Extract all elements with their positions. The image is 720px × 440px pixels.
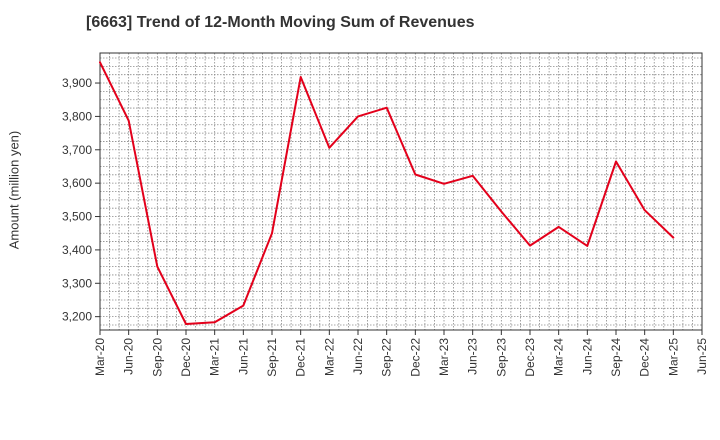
y-tick-label: 3,700	[62, 143, 92, 157]
x-tick-label: Sep-20	[150, 338, 164, 377]
data-point	[643, 209, 646, 211]
data-point	[615, 160, 617, 163]
y-tick-label: 3,800	[62, 109, 92, 123]
y-tick-label: 3,300	[62, 276, 92, 290]
x-tick-label: Mar-23	[437, 338, 451, 376]
y-tick-label: 3,900	[62, 76, 92, 90]
data-point	[328, 146, 331, 149]
tick-labels: 3,200 3,300 3,400 3,500 3,600 3,700 3,800 3,900…	[62, 76, 709, 377]
x-tick-label: Mar-24	[552, 338, 566, 376]
y-tick-label: 3,200	[62, 310, 92, 324]
data-point	[500, 210, 503, 213]
data-point	[357, 115, 359, 118]
data-point	[299, 76, 302, 78]
data-point	[443, 183, 445, 185]
x-tick-label: Dec-24	[638, 338, 652, 377]
x-tick-label: Sep-22	[380, 338, 394, 377]
x-tick-label: Dec-20	[179, 338, 193, 377]
x-tick-label: Sep-21	[265, 338, 279, 377]
data-point	[414, 173, 417, 176]
y-tick-label: 3,400	[62, 243, 92, 257]
x-tick-label: Dec-21	[294, 338, 308, 377]
x-tick-label: Mar-25	[666, 338, 680, 376]
plot-border	[99, 52, 703, 331]
x-tick-label: Sep-24	[609, 338, 623, 377]
data-point	[271, 232, 273, 235]
series-layer	[99, 61, 675, 325]
data-point	[156, 265, 159, 268]
x-tick-label: Jun-25	[695, 338, 709, 375]
data-point	[242, 304, 245, 307]
x-tick-label: Dec-22	[408, 338, 422, 377]
x-tick-label: Jun-21	[236, 338, 250, 375]
data-point	[127, 119, 130, 122]
axes	[95, 52, 703, 335]
data-point	[213, 321, 216, 324]
y-tick-label: 3,500	[62, 210, 92, 224]
x-tick-label: Mar-21	[208, 338, 222, 376]
x-tick-label: Jun-23	[466, 338, 480, 375]
data-point	[385, 106, 388, 109]
x-tick-label: Jun-20	[122, 338, 136, 375]
y-tick-label: 3,600	[62, 176, 92, 190]
data-point	[557, 226, 560, 228]
x-tick-label: Mar-22	[322, 338, 336, 376]
x-tick-label: Sep-23	[494, 338, 508, 377]
x-tick-label: Mar-20	[93, 338, 107, 376]
x-tick-label: Jun-22	[351, 338, 365, 375]
x-tick-label: Jun-24	[580, 338, 594, 375]
data-point	[586, 245, 589, 247]
data-point	[672, 236, 675, 239]
data-point	[529, 244, 531, 247]
chart-title: [6663] Trend of 12-Month Moving Sum of R…	[86, 14, 475, 31]
x-tick-label: Dec-23	[523, 338, 537, 377]
data-point	[99, 61, 101, 64]
data-point	[471, 175, 474, 177]
data-point	[185, 323, 187, 325]
grid-lines	[100, 53, 702, 330]
